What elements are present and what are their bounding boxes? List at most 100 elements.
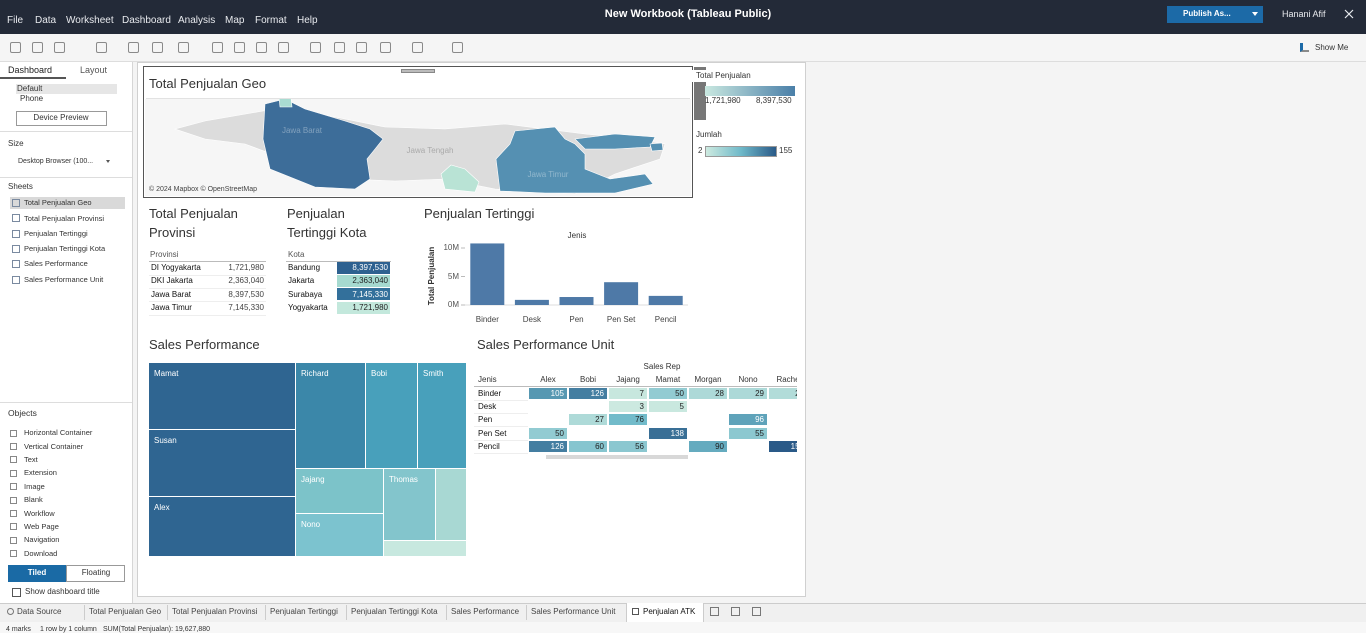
toolbar-icon[interactable] — [452, 42, 463, 53]
treemap-cell[interactable] — [436, 469, 466, 540]
sheet-item[interactable]: Penjualan Tertinggi Kota — [24, 244, 106, 254]
treemap-cell[interactable] — [384, 541, 466, 556]
heatmap-cell[interactable]: 24 — [768, 387, 797, 400]
panel-tab[interactable]: Layout — [80, 64, 108, 75]
heatmap-cell[interactable]: 28 — [688, 387, 728, 400]
toolbar-icon[interactable] — [32, 42, 43, 53]
treemap-cell[interactable] — [296, 469, 383, 513]
device-preview-button[interactable] — [16, 111, 107, 126]
heatmap-cell[interactable]: 105 — [528, 387, 568, 400]
menu-item[interactable]: Help — [297, 15, 318, 26]
menu-item[interactable]: Worksheet — [66, 15, 114, 26]
object-item[interactable]: Extension — [24, 468, 57, 478]
heatmap-cell[interactable]: 27 — [568, 413, 608, 427]
treemap-cell[interactable] — [384, 469, 435, 540]
device-option[interactable]: Phone — [20, 94, 44, 103]
object-item[interactable]: Navigation — [24, 535, 60, 545]
toolbar-icon[interactable] — [178, 42, 189, 53]
heatmap-cell[interactable]: 3 — [608, 400, 648, 414]
object-item[interactable]: Text — [24, 455, 38, 465]
toolbar-icon[interactable] — [356, 42, 367, 53]
tiled-button[interactable] — [8, 565, 66, 582]
new-tab-icon[interactable] — [731, 607, 740, 616]
object-item[interactable]: Image — [24, 481, 45, 491]
sheet-item[interactable]: Sales Performance Unit — [24, 274, 104, 284]
toolbar-icon[interactable] — [212, 42, 223, 53]
new-tab-icon[interactable] — [752, 607, 761, 616]
sheet-item[interactable]: Total Penjualan Geo — [24, 198, 92, 208]
region-bali — [649, 142, 664, 152]
toolbar-icon[interactable] — [380, 42, 391, 53]
sheet-tab[interactable]: Sales Performance Unit — [531, 607, 616, 616]
toolbar-icon[interactable] — [234, 42, 245, 53]
checkbox[interactable] — [12, 588, 21, 597]
menu-item[interactable]: Dashboard — [122, 15, 171, 26]
toolbar-icon[interactable] — [334, 42, 345, 53]
menu-item[interactable]: Analysis — [178, 15, 216, 26]
sheet-tab[interactable]: Total Penjualan Provinsi — [172, 607, 258, 616]
treemap-cell[interactable] — [418, 363, 466, 468]
heatmap-cell[interactable]: 126 — [528, 439, 568, 453]
heatmap-cell[interactable]: 126 — [568, 387, 608, 400]
device-option[interactable]: Default — [17, 84, 43, 93]
toolbar-icon[interactable] — [96, 42, 107, 53]
heatmap-cell[interactable]: 50 — [648, 387, 688, 400]
show-me-icon[interactable] — [1300, 43, 1309, 52]
floating-button[interactable] — [66, 565, 125, 582]
object-item[interactable]: Horizontal Container — [24, 428, 93, 438]
toolbar-icon[interactable] — [278, 42, 289, 53]
treemap-cell[interactable] — [296, 514, 383, 556]
object-item[interactable]: Blank — [24, 495, 43, 505]
sheet-tab[interactable]: Total Penjualan Geo — [89, 607, 162, 616]
menu-item[interactable]: Data — [35, 15, 57, 26]
heatmap-cell[interactable]: 50 — [528, 426, 568, 440]
sheet-item[interactable]: Total Penjualan Provinsi — [24, 213, 105, 223]
new-tab-icon[interactable] — [710, 607, 719, 616]
map[interactable] — [145, 99, 691, 196]
heatmap-cell[interactable]: 60 — [568, 439, 608, 453]
heatmap-cell[interactable]: 155 — [768, 439, 797, 453]
heatmap-cell[interactable]: 5 — [648, 400, 688, 414]
dashboard-tab[interactable]: Penjualan ATK — [643, 607, 696, 616]
publish-button[interactable] — [1167, 6, 1263, 23]
menu-item[interactable]: File — [7, 15, 24, 26]
sheet-tab[interactable]: Penjualan Tertinggi Kota — [351, 607, 438, 616]
toolbar-icon[interactable] — [10, 42, 21, 53]
toolbar-icon[interactable] — [310, 42, 321, 53]
data-source-tab[interactable]: Data Source — [17, 607, 62, 616]
object-item[interactable]: Web Page — [24, 522, 59, 532]
treemap-cell[interactable] — [296, 363, 365, 468]
panel-tab[interactable]: Dashboard — [8, 64, 53, 75]
treemap-cell[interactable] — [149, 430, 295, 496]
sheet-item[interactable]: Penjualan Tertinggi — [24, 228, 88, 238]
menu-item[interactable]: Format — [255, 15, 287, 26]
sheet-tab[interactable]: Penjualan Tertinggi — [270, 607, 338, 616]
heatmap-cell[interactable]: 7 — [608, 387, 648, 400]
size-select[interactable]: Desktop Browser (100... — [18, 157, 94, 165]
object-item[interactable]: Vertical Container — [24, 441, 84, 451]
close-button[interactable] — [1344, 9, 1354, 19]
heatmap-cell[interactable]: 138 — [648, 426, 688, 440]
treemap-cell[interactable] — [149, 497, 295, 556]
sheet-tab[interactable]: Sales Performance — [451, 607, 520, 616]
heatmap-cell[interactable]: 29 — [728, 387, 768, 400]
treemap-cell[interactable] — [366, 363, 417, 468]
show-me[interactable]: Show Me — [1315, 43, 1349, 52]
user-name[interactable]: Hanani Afif — [1282, 8, 1326, 19]
object-item[interactable]: Download — [24, 548, 58, 558]
legend-min: 2 — [698, 146, 703, 155]
toolbar-icon[interactable] — [128, 42, 139, 53]
sheet-item[interactable]: Sales Performance — [24, 259, 88, 269]
heatmap-cell[interactable]: 76 — [608, 413, 648, 427]
menu-item[interactable]: Map — [225, 15, 245, 26]
toolbar-icon[interactable] — [256, 42, 267, 53]
heatmap-cell[interactable]: 55 — [728, 426, 768, 440]
heatmap-cell[interactable]: 90 — [688, 439, 728, 453]
toolbar-icon[interactable] — [152, 42, 163, 53]
toolbar-icon[interactable] — [412, 42, 423, 53]
heatmap-cell[interactable]: 56 — [608, 439, 648, 453]
heatmap-cell[interactable]: 96 — [728, 413, 768, 427]
treemap-cell[interactable] — [149, 363, 295, 429]
object-item[interactable]: Workflow — [24, 508, 55, 518]
toolbar-icon[interactable] — [54, 42, 65, 53]
